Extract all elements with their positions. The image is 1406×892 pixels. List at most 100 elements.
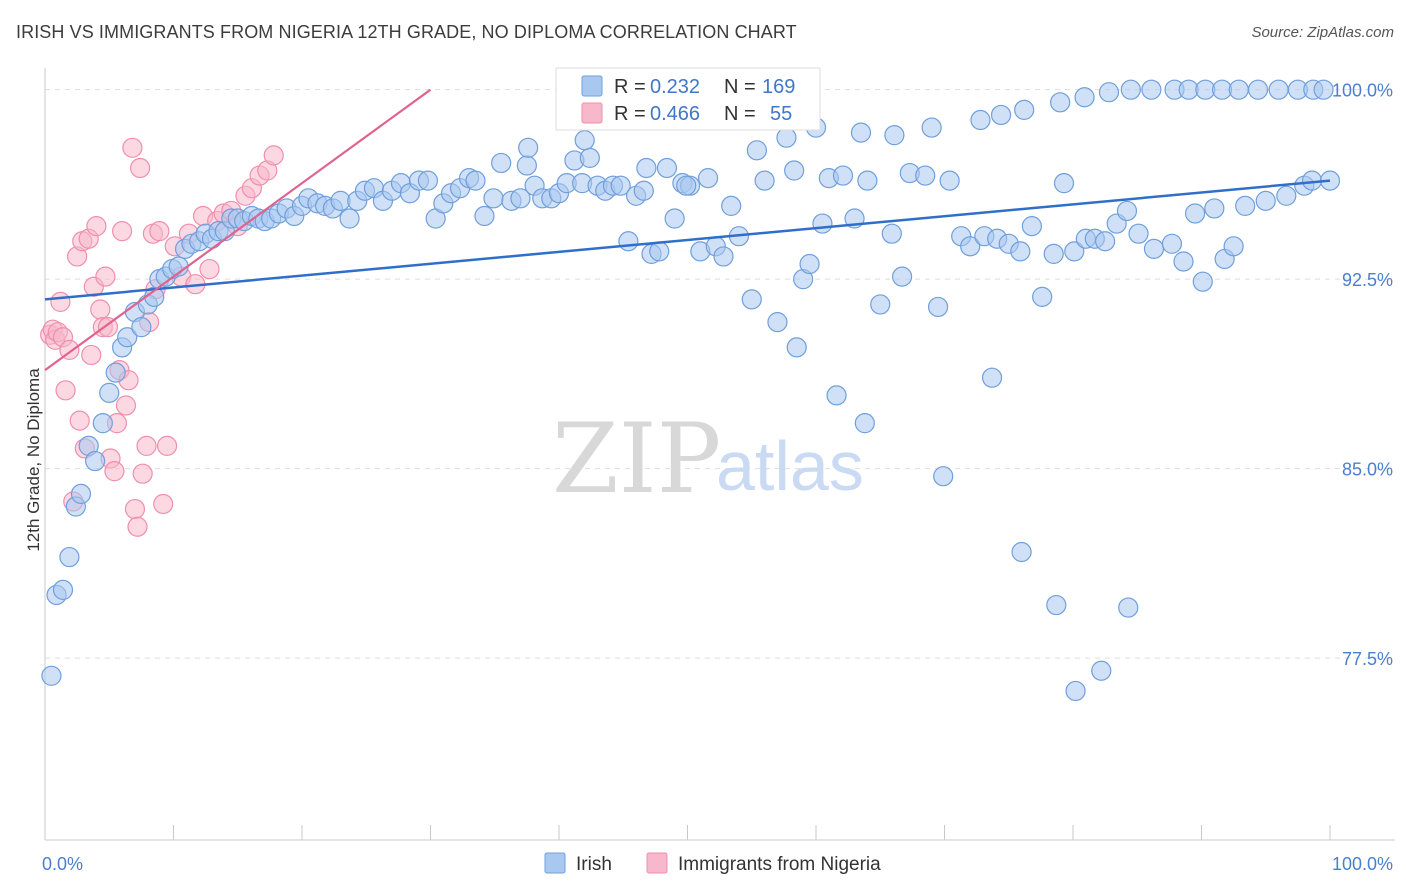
chart-title: IRISH VS IMMIGRANTS FROM NIGERIA 12TH GR… [16, 22, 797, 42]
irish-point-62 [491, 152, 512, 174]
irish-point-175 [1011, 541, 1032, 563]
irish-point-119 [1043, 243, 1064, 264]
irish-point-116 [1010, 241, 1031, 262]
irish-point-169 [1313, 79, 1334, 100]
irish-point-0 [41, 665, 62, 686]
irish-point-121 [1064, 241, 1085, 262]
legend-n-value-nigeria: 55 [770, 103, 792, 125]
trend-line-irish [44, 179, 1331, 301]
irish-point-137 [1255, 190, 1276, 211]
watermark: ZIP atlas [552, 403, 864, 515]
irish-point-170 [786, 337, 807, 358]
irish-point-96 [784, 160, 805, 181]
nigeria-point-14 [81, 344, 102, 366]
y-tick-label-2: 85.0% [1342, 460, 1393, 480]
irish-point-82 [649, 241, 670, 262]
irish-point-133 [1204, 198, 1225, 219]
irish-point-120 [1053, 173, 1075, 194]
irish-point-142 [518, 137, 539, 158]
irish-point-90 [713, 246, 734, 267]
irish-point-159 [1141, 79, 1162, 100]
irish-point-94 [754, 170, 775, 191]
irish-point-77 [610, 175, 631, 196]
irish-point-91 [721, 195, 742, 216]
irish-point-144 [636, 157, 657, 179]
irish-point-178 [1091, 660, 1112, 681]
watermark-atlas: atlas [716, 427, 864, 505]
irish-point-158 [1120, 79, 1141, 100]
irish-point-177 [1065, 680, 1086, 702]
nigeria-point-54 [263, 145, 284, 166]
irish-point-126 [1116, 200, 1138, 222]
irish-point-103 [857, 170, 878, 191]
irish-point-179 [1118, 597, 1139, 618]
irish-point-155 [1050, 92, 1071, 113]
irish-point-150 [884, 125, 905, 146]
legend-r-label-nigeria: R = [614, 103, 646, 125]
tick-labels: 100.0% 92.5% 85.0% 77.5% 0.0% 100.0% [42, 81, 1393, 874]
y-tick-label-3: 77.5% [1342, 649, 1393, 669]
irish-point-12 [117, 327, 138, 348]
legend-n-label-nigeria: N = [724, 103, 756, 125]
bottom-legend-irish: Irish [576, 854, 612, 875]
nigeria-point-10 [69, 410, 90, 431]
irish-point-147 [776, 127, 797, 148]
legend-swatch-irish [581, 75, 603, 97]
nigeria-point-33 [136, 435, 157, 456]
irish-point-146 [746, 140, 767, 161]
y-tick-label-1: 92.5% [1342, 270, 1393, 290]
irish-point-127 [1128, 223, 1149, 244]
irish-point-117 [1021, 216, 1042, 237]
irish-point-128 [1143, 238, 1165, 259]
nigeria-point-26 [115, 395, 137, 416]
legend-r-value-nigeria: 0.466 [650, 103, 700, 125]
series-irish-points [41, 79, 1341, 702]
source-label: Source: ZipAtlas.com [1251, 24, 1394, 41]
irish-point-104 [870, 294, 891, 315]
irish-point-174 [981, 367, 1003, 388]
irish-point-136 [1235, 195, 1256, 216]
x-tick-label-0: 0.0% [42, 854, 83, 874]
irish-point-80 [633, 180, 654, 201]
legend-r-value-irish: 0.232 [650, 76, 700, 98]
irish-point-73 [579, 147, 600, 168]
irish-point-61 [483, 188, 504, 209]
irish-point-145 [676, 175, 697, 196]
irish-point-173 [933, 466, 954, 487]
irish-point-156 [1074, 87, 1095, 108]
irish-point-151 [921, 117, 942, 138]
legend-n-value-irish: 169 [762, 76, 795, 98]
irish-point-124 [1095, 231, 1116, 252]
nigeria-point-25 [111, 221, 133, 242]
irish-point-64 [510, 188, 531, 209]
irish-point-118 [1032, 286, 1053, 307]
irish-point-99 [812, 213, 833, 234]
irish-point-164 [1228, 79, 1249, 100]
irish-point-10 [105, 362, 126, 383]
irish-point-153 [990, 104, 1012, 126]
irish-point-8 [92, 413, 113, 434]
irish-point-9 [99, 382, 120, 403]
irish-point-95 [767, 312, 788, 333]
trend-line-nigeria [44, 88, 432, 371]
trend-lines [44, 88, 1331, 371]
irish-point-78 [618, 231, 639, 252]
irish-point-112 [960, 236, 981, 257]
nigeria-point-32 [132, 463, 153, 484]
nigeria-point-28 [122, 137, 143, 158]
irish-point-152 [970, 109, 991, 131]
nigeria-point-45 [199, 258, 220, 280]
nigeria-point-30 [127, 516, 148, 537]
nigeria-point-19 [95, 266, 116, 287]
irish-point-98 [799, 253, 820, 275]
irish-point-60 [474, 205, 495, 227]
y-axis-label: 12th Grade, No Diploma [24, 368, 43, 552]
series-legend: Irish Immigrants from Nigeria [544, 852, 881, 875]
axes [44, 68, 1395, 841]
irish-point-93 [741, 289, 762, 310]
x-tick-label-1: 100.0% [1332, 854, 1393, 874]
nigeria-point-20 [97, 317, 119, 338]
bottom-legend-swatch-irish [544, 852, 566, 874]
series-nigeria-points [40, 137, 284, 537]
